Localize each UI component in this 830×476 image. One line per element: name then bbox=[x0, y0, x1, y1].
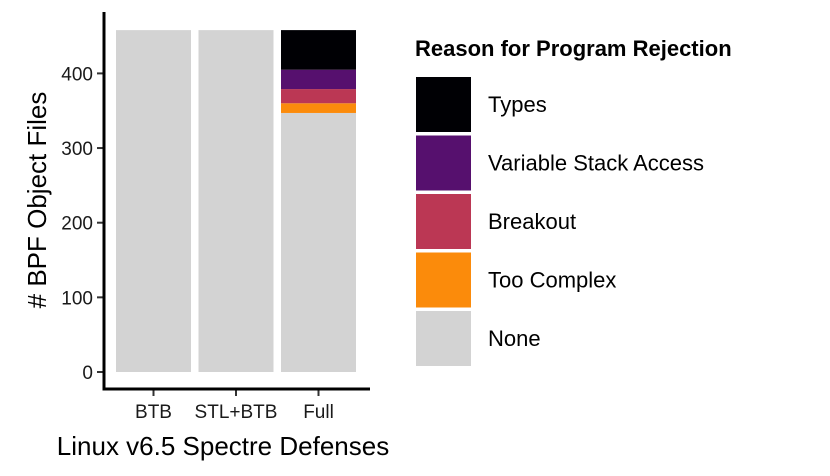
y-tick-label: 400 bbox=[61, 64, 93, 85]
x-tick-label: STL+BTB bbox=[195, 402, 278, 423]
bar-btb-none bbox=[116, 30, 191, 373]
bar-full-none bbox=[281, 112, 356, 372]
y-tick-label: 100 bbox=[61, 288, 93, 309]
y-axis-ticks: 0 100 200 300 400 bbox=[61, 64, 103, 384]
x-axis-ticks: BTB STL+BTB Full bbox=[135, 390, 334, 423]
y-tick-label: 200 bbox=[61, 214, 93, 235]
legend-swatch-breakout bbox=[416, 194, 471, 249]
legend-label: Breakout bbox=[488, 209, 576, 234]
bar-full-types bbox=[281, 30, 356, 70]
x-axis-title: Linux v6.5 Spectre Defenses bbox=[57, 431, 389, 461]
x-tick-label: BTB bbox=[135, 402, 172, 423]
legend-label: Types bbox=[488, 92, 547, 117]
bar-full-variable-stack-access bbox=[281, 69, 356, 90]
y-tick-label: 300 bbox=[61, 139, 93, 160]
y-axis-title: # BPF Object Files bbox=[22, 92, 52, 309]
legend-label: Too Complex bbox=[488, 268, 616, 293]
bar-stl-btb-none bbox=[198, 30, 274, 373]
legend-title: Reason for Program Rejection bbox=[415, 36, 732, 61]
legend-swatch-variable-stack-access bbox=[416, 135, 471, 191]
bar-full-too-complex bbox=[281, 103, 356, 113]
legend-label: Variable Stack Access bbox=[488, 151, 704, 176]
x-tick-label: Full bbox=[303, 402, 334, 423]
bars-layer bbox=[116, 30, 356, 373]
bar-full-breakout bbox=[281, 89, 356, 104]
legend-swatch-too-complex bbox=[416, 252, 471, 308]
legend-swatch-none bbox=[416, 311, 471, 366]
legend-swatch-types bbox=[416, 77, 471, 132]
legend: Types Variable Stack Access Breakout Too Co… bbox=[416, 77, 704, 366]
y-tick-label: 0 bbox=[82, 363, 93, 384]
legend-label: None bbox=[488, 326, 541, 351]
